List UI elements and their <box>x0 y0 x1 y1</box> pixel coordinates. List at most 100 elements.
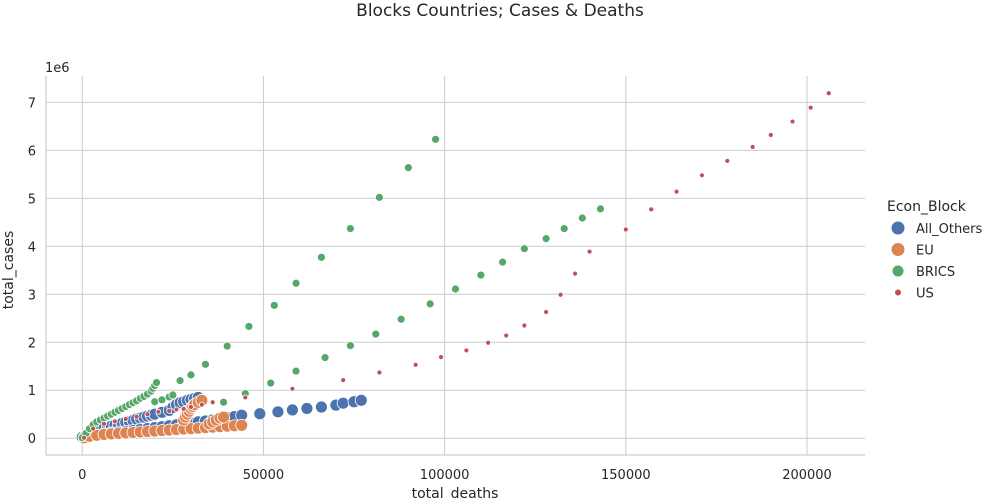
legend-label: US <box>916 287 934 302</box>
data-point <box>168 390 178 400</box>
data-point <box>157 395 167 405</box>
chart-title: Blocks Countries; Cases & Deaths <box>356 1 644 21</box>
data-point <box>767 132 774 138</box>
data-point <box>371 329 381 339</box>
data-point <box>271 405 285 419</box>
x-tick-label: 150000 <box>601 468 651 483</box>
tick-labels: 0 50000 100000 150000 200000 0 1 2 3 4 5 6 7 <box>28 96 832 483</box>
data-point <box>559 224 569 233</box>
legend-label: All_Others <box>916 222 983 237</box>
data-point <box>209 399 216 406</box>
legend-item: US <box>895 287 934 302</box>
data-points <box>75 90 832 445</box>
data-point <box>789 118 796 125</box>
y-tick-label: 6 <box>28 144 36 159</box>
data-point <box>101 420 107 427</box>
y-tick-label: 0 <box>28 432 36 447</box>
data-point <box>244 322 254 331</box>
data-point <box>320 353 330 363</box>
data-point <box>749 144 756 150</box>
data-point <box>374 192 384 202</box>
data-point <box>253 407 267 421</box>
data-point <box>289 385 296 392</box>
data-point <box>222 341 232 351</box>
data-point <box>586 248 593 255</box>
data-point <box>235 418 249 432</box>
data-point <box>396 314 406 324</box>
data-point <box>648 206 655 213</box>
data-point <box>188 404 194 410</box>
y-tick-label: 4 <box>28 240 36 255</box>
data-point <box>807 104 814 111</box>
x-axis-label: total_deaths <box>412 486 499 500</box>
data-point <box>155 408 162 415</box>
y-axis-label: total_cases <box>1 231 17 310</box>
data-point <box>451 284 460 294</box>
data-point <box>173 406 180 413</box>
data-point <box>431 134 440 144</box>
data-point <box>291 366 301 376</box>
data-point <box>133 413 140 420</box>
data-point <box>317 252 326 262</box>
data-point <box>242 394 249 401</box>
data-point <box>541 234 551 244</box>
data-point <box>180 406 187 412</box>
data-point <box>346 341 355 351</box>
y-tick-label: 1 <box>28 384 36 399</box>
data-point <box>166 407 173 414</box>
data-point <box>403 163 413 173</box>
x-tick-label: 100000 <box>420 468 470 483</box>
data-point <box>498 257 508 267</box>
data-point <box>673 188 680 195</box>
data-point <box>336 396 350 410</box>
x-tick-label: 200000 <box>782 468 832 483</box>
data-point <box>315 400 328 414</box>
legend-marker <box>892 265 904 277</box>
data-point <box>438 354 444 361</box>
data-point <box>825 90 832 97</box>
data-point <box>354 393 368 407</box>
axes <box>45 76 865 456</box>
legend-label: BRICS <box>916 265 955 280</box>
legend: Econ_Block All_Others EU BRICS US <box>887 199 983 302</box>
data-point <box>572 270 578 277</box>
data-point <box>219 397 228 407</box>
y-tick-label: 2 <box>28 336 36 351</box>
data-point <box>291 278 301 288</box>
legend-item: BRICS <box>892 265 955 280</box>
data-point <box>376 369 383 376</box>
series-brics <box>77 134 605 443</box>
series-us <box>81 90 832 441</box>
data-point <box>485 339 492 346</box>
data-point <box>557 291 564 298</box>
data-point <box>724 158 731 164</box>
data-point <box>81 434 87 441</box>
y-tick-label: 5 <box>28 192 36 207</box>
data-point <box>111 418 118 425</box>
legend-marker <box>895 289 901 296</box>
legend-marker <box>891 243 905 256</box>
data-point <box>596 204 605 214</box>
data-point <box>340 377 347 384</box>
data-point <box>266 378 276 388</box>
data-point <box>476 270 486 280</box>
data-point <box>186 370 196 380</box>
data-point <box>463 347 470 354</box>
data-point <box>622 226 629 233</box>
data-point <box>519 244 529 254</box>
legend-item: EU <box>891 243 934 259</box>
legend-title: Econ_Block <box>887 199 967 215</box>
grid <box>46 76 865 455</box>
x-tick-label: 50000 <box>243 468 284 483</box>
data-point <box>346 224 355 233</box>
data-point <box>144 411 151 418</box>
data-point <box>152 378 161 387</box>
data-point <box>425 299 435 309</box>
y-tick-label: 7 <box>28 96 36 111</box>
data-point <box>198 401 205 408</box>
data-point <box>521 322 528 329</box>
data-point <box>543 309 549 315</box>
data-point <box>300 402 314 415</box>
data-point <box>286 403 299 417</box>
